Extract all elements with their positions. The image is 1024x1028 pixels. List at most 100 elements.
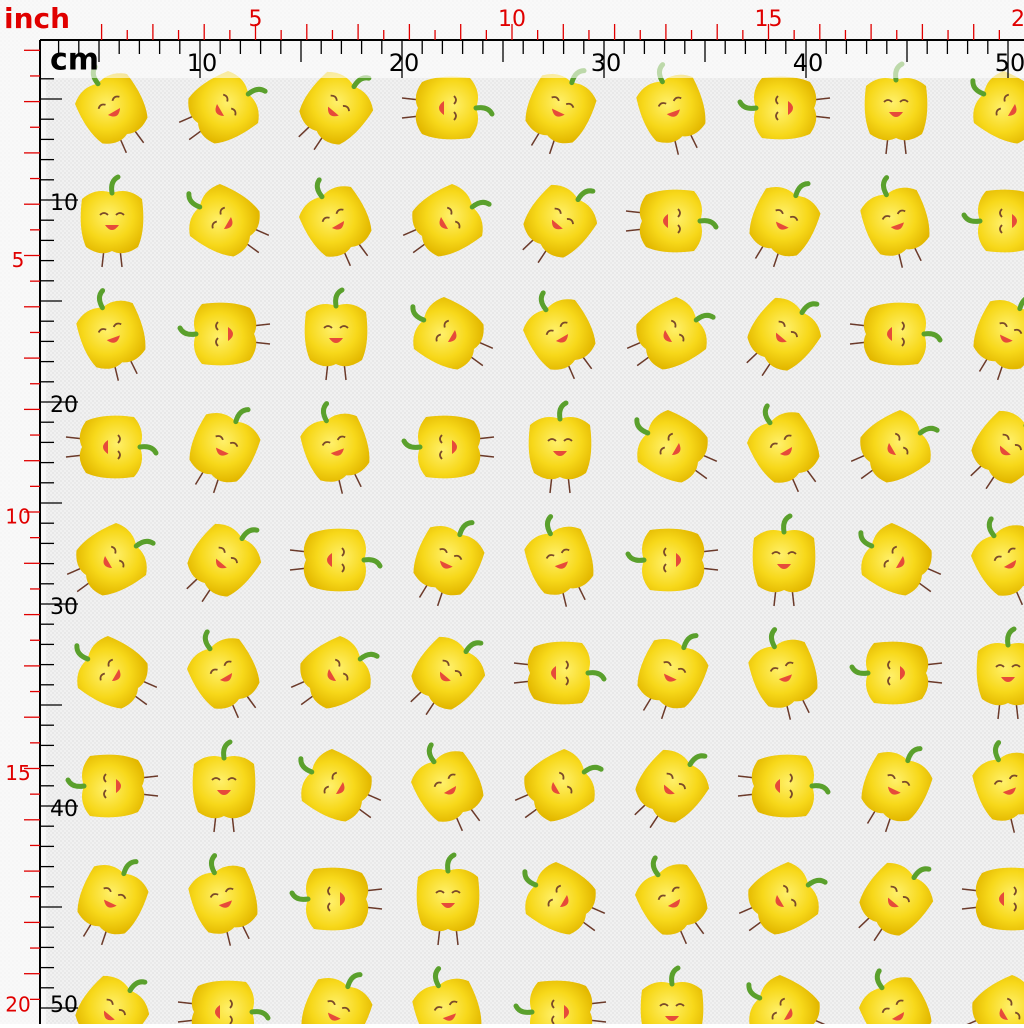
pepper-eye [887,676,891,686]
pepper-eye [554,207,562,214]
pepper [737,754,831,818]
pepper-eye [215,321,219,331]
pepper-body [300,413,370,482]
pepper-mouth [663,329,673,343]
pepper-eye [663,547,667,557]
pepper-mouth [103,899,117,908]
left-cm-label: 40 [50,797,78,822]
pepper-stem [473,105,495,117]
pepper-stem [233,407,251,425]
pepper [961,189,1024,253]
pepper-mouth [664,784,675,795]
pepper-mouth [778,674,792,682]
pepper-stem [320,401,330,424]
pepper-mouth [105,225,119,230]
pepper-eye [566,218,574,225]
pepper [74,636,158,709]
pepper-body [637,410,708,483]
pepper-mouth [775,779,780,793]
pepper-eye [103,789,107,799]
pepper-mouth [327,553,332,567]
pepper-mouth [439,560,453,569]
pepper-eye [342,672,349,681]
pepper-eye [211,220,218,229]
pepper-eye [103,887,112,893]
top-inch-label: 15 [755,7,783,32]
pepper-body [975,867,1024,931]
pepper-eye [229,441,239,447]
pepper-eye [672,96,682,102]
pepper-eye [789,215,799,221]
pepper-stem [961,212,983,224]
pepper-stem [687,753,708,768]
pepper-body [79,415,142,479]
pepper-eye [663,661,672,667]
pepper [858,862,934,942]
pepper-eye [1014,444,1022,451]
pepper-body [747,412,820,483]
pepper-body [304,304,368,367]
pepper-eye [993,555,1002,562]
pepper-eye [560,548,570,554]
pepper-eye [439,450,443,460]
pepper [514,749,604,822]
pepper-eye [563,438,573,442]
pepper-body [859,977,932,1028]
pepper-mouth [103,555,113,569]
pepper [290,636,380,709]
pepper-eye [341,563,345,573]
pepper-stem [737,99,759,111]
pepper-mouth [667,898,681,908]
pepper [289,528,383,592]
pepper-stem [669,965,681,987]
pepper-body [636,297,707,370]
pepper-stem [880,175,890,198]
pepper-eye [901,321,905,331]
pepper [861,746,933,833]
pepper-stem [361,557,383,569]
pepper-eye [769,442,778,449]
pepper-stem [177,325,199,337]
pepper-eye [453,554,463,560]
pepper-mouth [443,785,457,795]
pepper-body [188,865,258,934]
pepper-mouth [665,1016,679,1021]
pepper-mouth [776,332,787,343]
pepper-eye [336,435,346,441]
pepper-eye [1006,997,1013,1006]
pepper-stem [575,188,596,203]
pepper-eye [678,783,686,790]
left-ruler-band [0,78,46,1024]
pepper-eye [778,320,786,327]
pepper-mouth [1012,214,1017,228]
pepper [976,626,1024,720]
pepper [413,520,485,607]
pepper-body [306,867,369,931]
pepper [65,754,159,818]
pepper-stem [426,742,437,765]
pepper-stem [557,400,569,422]
pepper-eye [1011,664,1021,668]
pepper-body [971,525,1024,596]
pepper-eye [894,432,901,441]
pepper [177,302,271,366]
pepper-stem [314,177,325,200]
top-cm-label: 10 [187,49,218,77]
pepper-body [303,528,366,592]
pepper-eye [787,551,797,555]
pepper-stem [1017,294,1024,312]
pepper-stem [921,331,943,343]
pepper-mouth [551,108,565,117]
pepper-eye [223,660,232,667]
pepper-eye [97,103,106,110]
pepper-body [754,76,817,140]
pepper-eye [447,773,456,780]
pepper-eye [227,777,237,781]
pepper-eye [663,563,667,573]
pepper-stem [127,979,148,994]
pepper-eye [335,208,344,215]
pepper-stem [463,640,484,655]
pepper-mouth [1001,677,1015,682]
pepper [860,175,930,268]
